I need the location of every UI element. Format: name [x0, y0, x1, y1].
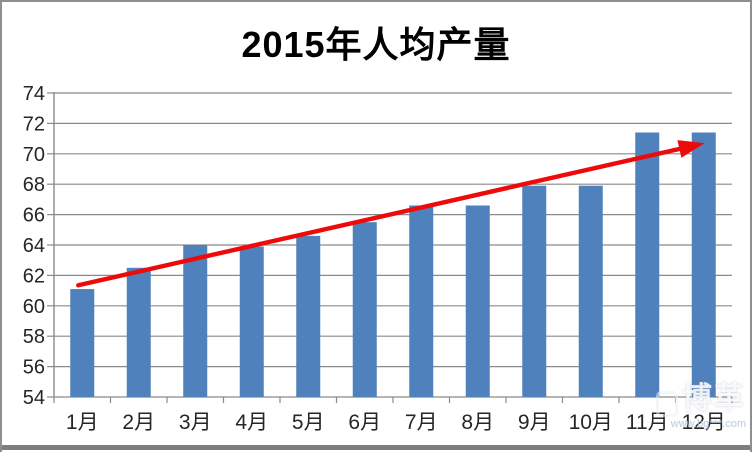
y-tick-label: 70 — [23, 144, 45, 166]
x-tick-label: 2月 — [122, 411, 155, 434]
x-tick-label: 4月 — [235, 411, 268, 434]
trend-arrow-head — [677, 140, 705, 158]
bar-4月 — [239, 246, 264, 397]
x-tick-label: 7月 — [405, 411, 438, 434]
bar-7月 — [409, 205, 434, 397]
y-tick-label: 62 — [23, 265, 45, 287]
bar-10月 — [578, 185, 603, 397]
y-tick-label: 58 — [23, 326, 45, 348]
x-tick-label: 6月 — [348, 411, 381, 434]
bar-6月 — [352, 222, 377, 397]
x-tick-label: 12月 — [682, 411, 726, 434]
y-tick-label: 54 — [23, 387, 45, 409]
frame-bottom-border — [2, 445, 750, 450]
x-tick-label: 3月 — [179, 411, 212, 434]
bar-3月 — [183, 245, 208, 397]
y-tick-label: 56 — [23, 357, 45, 379]
bar-2月 — [126, 267, 151, 397]
x-tick-label: 1月 — [66, 411, 99, 434]
y-tick-label: 72 — [23, 113, 45, 135]
bar-11月 — [635, 132, 660, 397]
bar-8月 — [465, 205, 490, 397]
bar-12月 — [691, 132, 716, 397]
bar-5月 — [296, 235, 321, 397]
x-tick-label: 8月 — [461, 411, 494, 434]
y-tick-label: 60 — [23, 296, 45, 318]
x-tick-label: 5月 — [292, 411, 325, 434]
x-tick-label: 11月 — [626, 411, 669, 434]
x-tick-label: 9月 — [518, 411, 551, 434]
trend-arrow-line — [76, 145, 688, 288]
bar-1月 — [70, 289, 95, 397]
y-tick-label: 68 — [23, 174, 45, 196]
y-tick-label: 74 — [23, 83, 45, 105]
y-tick-label: 66 — [23, 205, 45, 227]
chart-title: 2015年人均产量 — [241, 24, 511, 65]
bar-9月 — [522, 185, 547, 397]
x-tick-label: 10月 — [569, 411, 613, 434]
y-tick-label: 64 — [23, 235, 45, 257]
